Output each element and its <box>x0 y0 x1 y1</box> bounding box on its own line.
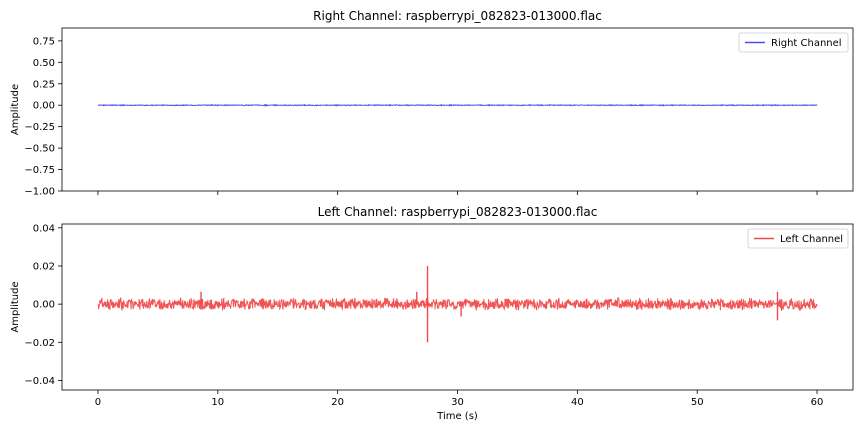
series-line-right-channel <box>97 103 818 107</box>
legend-label: Left Channel <box>780 234 843 245</box>
y-tick-label: 0.04 <box>33 223 55 234</box>
y-tick-label: −1.00 <box>24 187 55 198</box>
x-tick-label: 60 <box>811 397 824 408</box>
y-tick-label: −0.75 <box>24 165 55 176</box>
y-tick-label: −0.02 <box>24 338 55 349</box>
x-tick-label: 30 <box>451 397 464 408</box>
right-channel-chart: Right Channel: raspberrypi_082823-013000… <box>10 9 854 198</box>
y-tick-label: −0.04 <box>24 376 55 387</box>
y-tick-label: 0.75 <box>33 36 55 47</box>
series-line-left-channel <box>97 297 818 312</box>
y-tick-label: −0.25 <box>24 122 55 133</box>
x-axis-label: Time (s) <box>436 411 478 422</box>
legend: Left Channel <box>747 228 849 249</box>
x-tick-label: 20 <box>331 397 344 408</box>
x-tick-label: 40 <box>571 397 584 408</box>
legend: Right Channel <box>738 32 849 53</box>
y-tick-label: 0.00 <box>33 300 55 311</box>
legend-box <box>747 228 849 249</box>
legend-label: Right Channel <box>771 38 842 49</box>
plot-frame <box>61 27 854 192</box>
y-tick-label: 0.02 <box>33 261 55 272</box>
y-tick-label: 0.25 <box>33 79 55 90</box>
x-tick-label: 50 <box>691 397 704 408</box>
x-tick-label: 10 <box>211 397 224 408</box>
y-tick-label: 0.50 <box>33 58 55 69</box>
chart-title: Right Channel: raspberrypi_082823-013000… <box>313 9 602 23</box>
legend-box <box>738 32 849 53</box>
y-axis-label: Amplitude <box>10 84 21 135</box>
y-axis-label: Amplitude <box>10 281 21 332</box>
y-tick-label: 0.00 <box>33 101 55 112</box>
y-tick-label: −0.50 <box>24 144 55 155</box>
chart-title: Left Channel: raspberrypi_082823-013000.… <box>318 205 598 219</box>
x-tick-label: 0 <box>95 397 101 408</box>
left-channel-chart: Left Channel: raspberrypi_082823-013000.… <box>10 205 854 422</box>
